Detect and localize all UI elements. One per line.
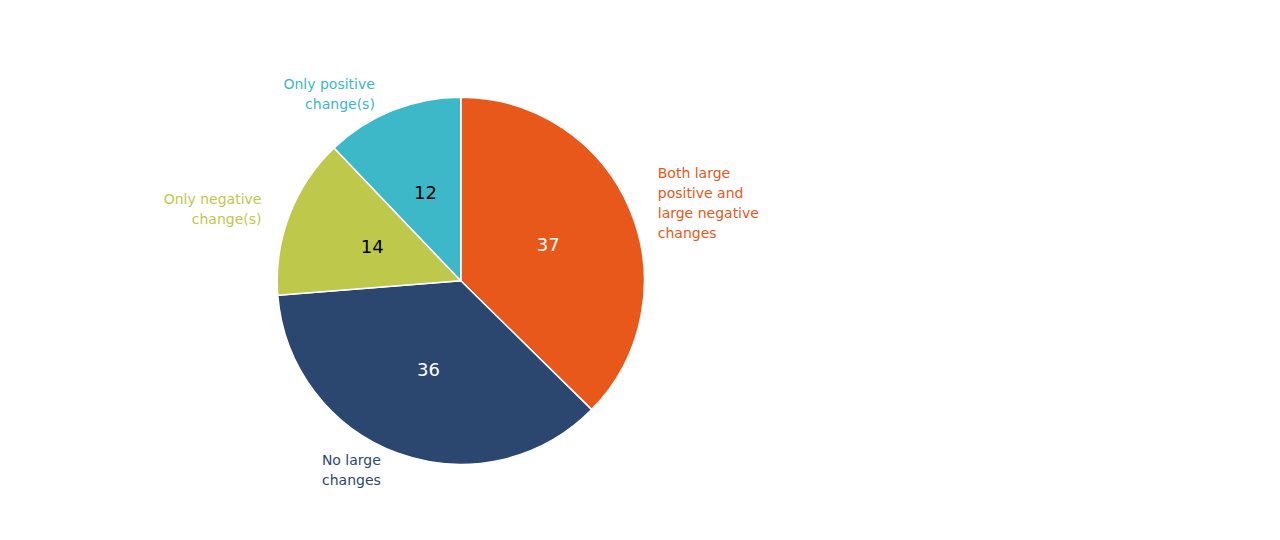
svg-text:37: 37 — [537, 234, 560, 255]
svg-text:large negative: large negative — [658, 205, 759, 221]
svg-text:14: 14 — [361, 236, 384, 257]
svg-text:No large: No large — [322, 452, 381, 468]
svg-text:positive and: positive and — [658, 185, 744, 201]
svg-text:36: 36 — [417, 359, 440, 380]
svg-text:Only positive: Only positive — [283, 76, 374, 92]
svg-text:change(s): change(s) — [192, 211, 262, 227]
svg-text:changes: changes — [658, 225, 717, 241]
svg-text:Only negative: Only negative — [164, 191, 262, 207]
svg-text:change(s): change(s) — [305, 96, 375, 112]
svg-text:Both large: Both large — [658, 165, 730, 181]
svg-text:changes: changes — [322, 472, 381, 488]
svg-text:12: 12 — [414, 182, 437, 203]
